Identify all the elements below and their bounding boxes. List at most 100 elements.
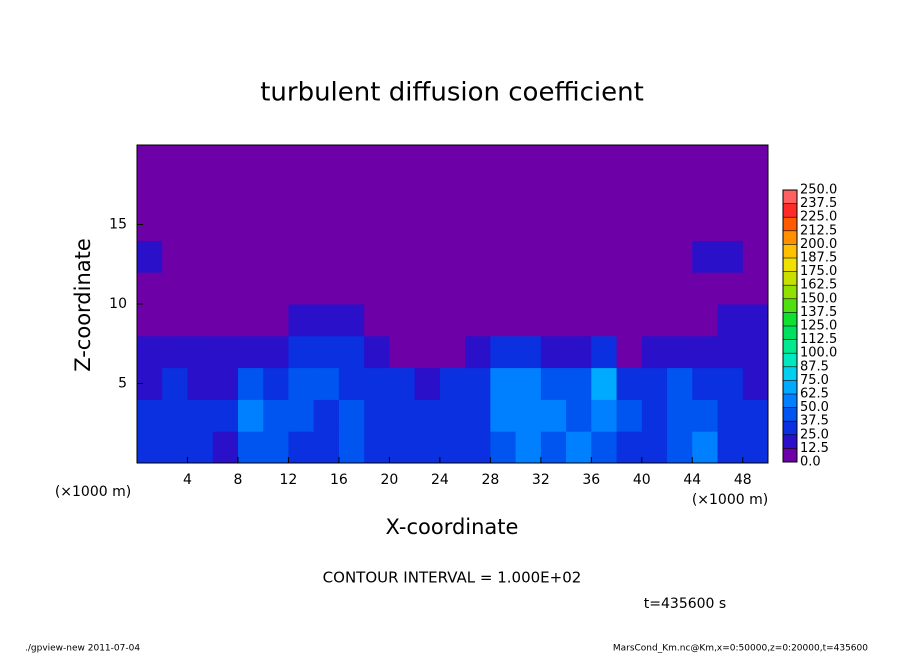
heat-cell xyxy=(591,367,618,400)
heat-cell xyxy=(439,304,466,337)
heat-cell xyxy=(389,176,416,210)
heat-cell xyxy=(692,240,719,273)
heat-cell xyxy=(263,399,289,432)
heat-cell xyxy=(237,208,264,241)
heat-cell xyxy=(742,145,769,178)
heat-cell xyxy=(692,335,719,369)
colorbar-segment xyxy=(783,326,797,340)
heat-cell xyxy=(263,304,289,337)
heat-cell xyxy=(187,176,214,210)
heat-cell xyxy=(137,240,163,273)
heat-cell xyxy=(137,431,163,464)
colorbar-label: 75.0 xyxy=(800,373,829,388)
heat-cell xyxy=(591,304,618,337)
heat-cell xyxy=(540,272,567,305)
colorbar-segment xyxy=(783,380,797,394)
heat-cell xyxy=(212,399,239,432)
heat-cell xyxy=(465,431,491,464)
heat-cell xyxy=(237,335,264,369)
heat-cell xyxy=(364,367,390,400)
colorbar-label: 162.5 xyxy=(800,278,837,293)
heat-cell xyxy=(389,240,416,273)
heat-cell xyxy=(389,272,416,305)
heat-cell xyxy=(313,176,340,210)
heat-cell xyxy=(212,272,239,305)
heat-cell xyxy=(667,431,693,464)
heat-cell xyxy=(313,304,340,337)
heat-cell xyxy=(212,176,239,210)
heat-cell xyxy=(338,367,365,400)
heat-cell xyxy=(288,145,315,178)
heat-cell xyxy=(212,145,239,178)
heat-cell xyxy=(515,304,542,337)
heat-cell xyxy=(187,399,214,432)
x-tick-label: 16 xyxy=(330,472,348,488)
heat-cell xyxy=(616,335,643,369)
heat-cell xyxy=(490,240,517,273)
heat-cell xyxy=(137,304,163,337)
x-tick-label: 40 xyxy=(633,472,651,488)
heat-cell xyxy=(439,208,466,241)
heat-cell xyxy=(313,367,340,400)
heat-cell xyxy=(212,431,239,464)
heat-cell xyxy=(187,208,214,241)
colorbar-segment xyxy=(783,217,797,231)
heat-cell xyxy=(667,399,693,432)
heat-cell xyxy=(439,431,466,464)
heat-cell xyxy=(212,208,239,241)
heat-cell xyxy=(414,240,441,273)
heat-cell xyxy=(364,335,390,369)
heat-cell xyxy=(237,145,264,178)
colorbar-segment xyxy=(783,339,797,354)
heat-cell xyxy=(439,240,466,273)
heat-cell xyxy=(591,431,618,464)
heat-cell xyxy=(162,399,188,432)
heat-cell xyxy=(263,208,289,241)
heat-cell xyxy=(313,431,340,464)
heat-cell xyxy=(717,431,744,464)
heat-cell xyxy=(364,240,390,273)
heat-cell xyxy=(742,240,769,273)
heat-cell xyxy=(566,145,592,178)
heat-cell xyxy=(212,304,239,337)
x-tick-label: 32 xyxy=(532,472,550,488)
colorbar-segment xyxy=(783,394,797,408)
heat-cell xyxy=(591,272,618,305)
heat-cell xyxy=(137,176,163,210)
footer-left: ./gpview-new 2011-07-04 xyxy=(25,644,140,654)
heat-cell xyxy=(465,145,491,178)
heat-cell xyxy=(364,304,390,337)
colorbar-label: 100.0 xyxy=(800,346,837,361)
colorbar-label: 87.5 xyxy=(800,359,829,374)
heat-cell xyxy=(137,145,163,178)
heat-cell xyxy=(338,272,365,305)
x-axis-label: X-coordinate xyxy=(386,515,519,539)
heat-cell xyxy=(414,145,441,178)
heat-cell xyxy=(490,367,517,400)
heat-cell xyxy=(490,208,517,241)
colorbar-segment xyxy=(783,258,797,272)
heat-cell xyxy=(288,304,315,337)
heat-cell xyxy=(338,399,365,432)
heat-cell xyxy=(338,145,365,178)
x-unit: (×1000 m) xyxy=(692,492,768,508)
heat-cell xyxy=(717,208,744,241)
heat-cell xyxy=(591,145,618,178)
heat-cell xyxy=(162,145,188,178)
heat-cell xyxy=(237,399,264,432)
heat-cell xyxy=(692,272,719,305)
heat-cell xyxy=(667,145,693,178)
heat-cell xyxy=(566,208,592,241)
x-tick-label: 20 xyxy=(380,472,398,488)
x-tick-label: 28 xyxy=(481,472,499,488)
heat-cell xyxy=(187,145,214,178)
heat-cell xyxy=(137,335,163,369)
heat-cell xyxy=(540,208,567,241)
heat-cell xyxy=(490,335,517,369)
heat-cell xyxy=(414,431,441,464)
heat-cell xyxy=(237,367,264,400)
heat-cell xyxy=(692,145,719,178)
heat-cell xyxy=(566,240,592,273)
heat-cell xyxy=(389,304,416,337)
